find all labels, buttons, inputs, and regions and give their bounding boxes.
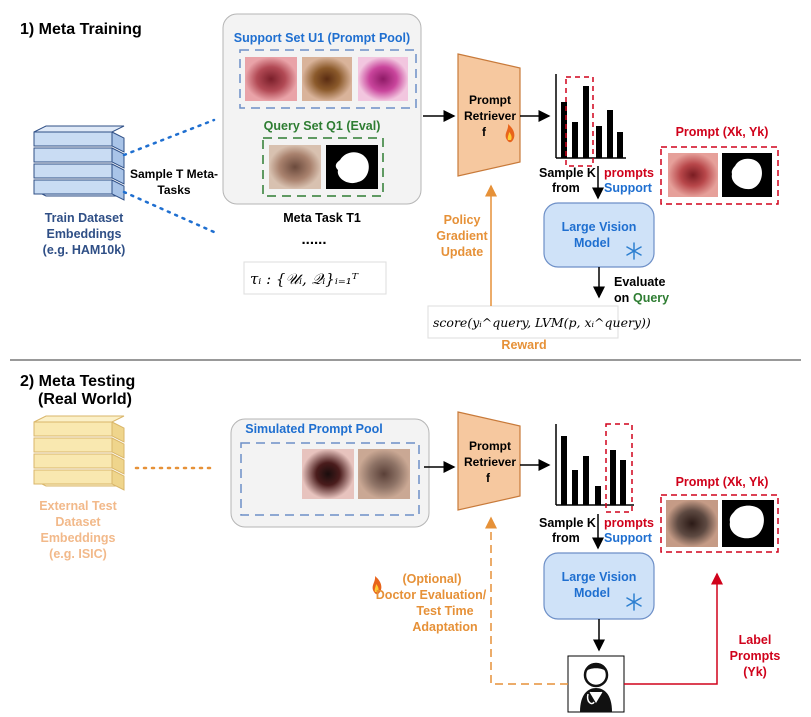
snowflake-icon [626, 593, 642, 611]
evaluate-label-2: on [614, 291, 629, 305]
sample-k-from: from [552, 181, 580, 195]
doctor-feedback-arrow [485, 516, 568, 685]
doctor-icon [567, 655, 625, 713]
task-formula: τᵢ : {𝒰ᵢ, 𝒬ᵢ}ᵢ₌₁ᵀ [250, 270, 359, 288]
sample-dotted-line-bottom [122, 190, 216, 234]
support-image-2 [302, 57, 352, 101]
external-dataset-stack [33, 415, 125, 491]
sample-k-support: Support [604, 181, 653, 195]
sample-tasks-label-1: Sample T Meta- [130, 167, 218, 181]
external-dataset-label-3: Embeddings [40, 531, 115, 545]
lvm-label-1: Large Vision [562, 220, 637, 234]
score-formula: score(yᵢ^query, LVM(p, xᵢ^query)) [433, 315, 651, 330]
pool-box [240, 442, 420, 516]
label-prompts-label-1: Label [739, 633, 772, 647]
policy-label-3: Update [441, 245, 483, 259]
label-prompts-label-2: Prompts [730, 649, 781, 663]
test-retriever-label-2: Retriever [464, 455, 516, 469]
test-sample-k-from: from [552, 531, 580, 545]
sample-dotted-line-top [122, 118, 216, 157]
query-word: Query [633, 291, 669, 305]
retriever-label-1: Prompt [469, 93, 511, 107]
train-dataset-stack [33, 125, 125, 201]
policy-label-1: Policy [444, 213, 481, 227]
prompt-box-training [660, 146, 779, 205]
snowflake-icon [626, 242, 642, 260]
test-sample-k-prompts: prompts [604, 516, 654, 530]
pool-image-1 [302, 449, 354, 499]
testing-section-title-1: 2) Meta Testing [20, 373, 135, 390]
task-formula-box [243, 261, 387, 295]
doctor-label-4: Adaptation [412, 620, 477, 634]
pool-image-2 [358, 449, 410, 499]
prompt-label-testing: Prompt (Xk, Yk) [676, 475, 769, 489]
query-set-box [262, 137, 384, 197]
doctor-label-1: (Optional) [402, 572, 461, 586]
external-dataset-label-1: External Test [39, 499, 117, 513]
sample-k-line1: Sample K [539, 166, 596, 180]
ellipsis-label: ...... [301, 231, 326, 248]
pool-label: Simulated Prompt Pool [245, 422, 383, 436]
test-sample-k-line1: Sample K [539, 516, 596, 530]
train-dataset-label-3: (e.g. HAM10k) [43, 243, 126, 257]
support-image-3 [358, 57, 408, 101]
selected-bars-box-testing [605, 423, 633, 513]
testing-section-title-2: (Real World) [38, 391, 132, 408]
evaluate-label-1: Evaluate [614, 275, 665, 289]
large-vision-model-training [543, 202, 655, 268]
score-histogram-training [555, 74, 626, 159]
external-dataset-label-2: Dataset [55, 515, 101, 529]
prompt-label-training: Prompt (Xk, Yk) [676, 125, 769, 139]
prompt-retriever-testing [457, 411, 521, 511]
label-prompts-label-3: (Yk) [743, 665, 767, 679]
prompt-box-testing [660, 494, 779, 553]
retriever-label-3: f [482, 125, 487, 139]
reward-label: Reward [501, 338, 546, 352]
fire-icon [372, 576, 382, 595]
lvm-label-2: Model [574, 236, 610, 250]
score-formula-box [427, 305, 619, 339]
external-dataset-label-4: (e.g. ISIC) [49, 547, 107, 561]
retriever-label-2: Retriever [464, 109, 516, 123]
selected-bars-box-training [565, 76, 594, 167]
train-dataset-label-2: Embeddings [46, 227, 121, 241]
sample-k-prompts: prompts [604, 166, 654, 180]
test-retriever-label-1: Prompt [469, 439, 511, 453]
label-prompts-arrow [624, 572, 723, 685]
meta-task-label: Meta Task T1 [283, 211, 361, 225]
support-set-label: Support Set U1 (Prompt Pool) [234, 31, 410, 45]
sample-tasks-label-2: Tasks [157, 183, 190, 197]
query-image [269, 145, 321, 189]
support-set-box [239, 49, 417, 109]
prompt-image-testing [666, 500, 718, 547]
test-lvm-label-1: Large Vision [562, 570, 637, 584]
doctor-label-3: Test Time [416, 604, 473, 618]
test-sample-k-support: Support [604, 531, 653, 545]
prompt-image-training [668, 153, 718, 197]
support-image-1 [245, 57, 297, 101]
score-histogram-testing [555, 424, 634, 506]
doctor-label-2: Doctor Evaluation/ [376, 588, 487, 602]
fire-icon [505, 124, 515, 143]
train-dataset-label-1: Train Dataset [45, 211, 124, 225]
test-lvm-label-2: Model [574, 586, 610, 600]
policy-label-2: Gradient [436, 229, 488, 243]
prompt-retriever-training [457, 53, 521, 177]
query-set-label: Query Set Q1 (Eval) [264, 119, 381, 133]
training-section-title: 1) Meta Training [20, 21, 142, 38]
test-retriever-label-3: f [486, 471, 491, 485]
